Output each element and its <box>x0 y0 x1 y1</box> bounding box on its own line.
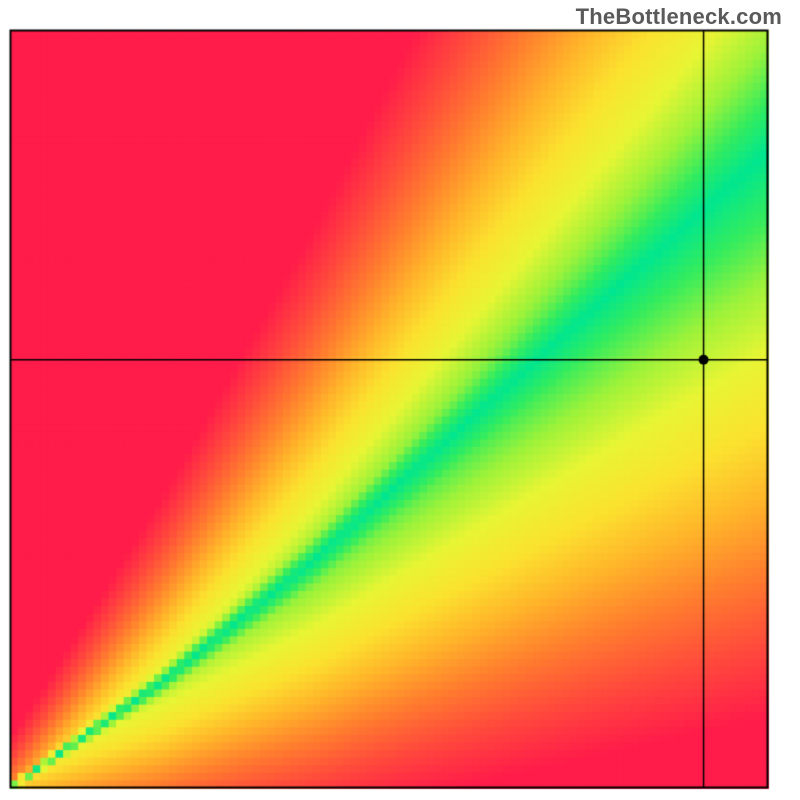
chart-container: TheBottleneck.com <box>0 0 800 800</box>
watermark-text: TheBottleneck.com <box>576 4 782 30</box>
bottleneck-heatmap <box>0 0 800 800</box>
